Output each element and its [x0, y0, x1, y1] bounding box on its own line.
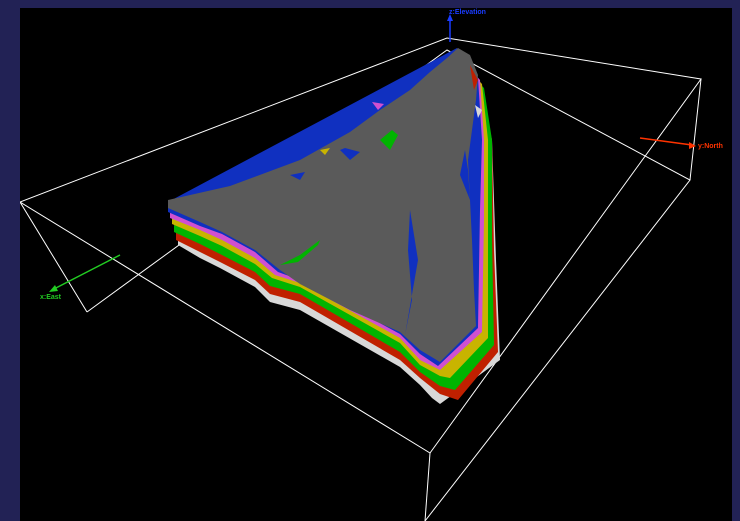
surface-crease-7 — [320, 148, 330, 155]
surface-crease-1 — [405, 210, 418, 335]
surface-crease-9 — [470, 65, 478, 90]
axis-z-arrowhead — [447, 14, 453, 21]
surface-crease-3 — [380, 130, 398, 150]
surface-crease-2 — [460, 150, 470, 200]
bounding-box-edge-left — [20, 201, 88, 313]
axis-z — [447, 14, 453, 42]
geological-model — [168, 48, 500, 404]
axis-z-label: z:Elevation — [449, 9, 486, 16]
axis-x — [49, 254, 121, 292]
axis-y-arrowhead — [689, 142, 696, 149]
axis-x-label: x:East — [40, 294, 62, 301]
surface-crease-8 — [280, 240, 320, 265]
axis-y-label: y:North — [698, 143, 723, 150]
bounding-box-edge-front — [424, 452, 431, 521]
surface-crease-4 — [372, 102, 384, 110]
surface-crease-6 — [290, 172, 305, 180]
bounding-box-edge-right — [689, 78, 702, 181]
axis-y — [639, 137, 696, 149]
surface-crease-10 — [475, 105, 482, 118]
axis-x-arrowhead — [49, 285, 58, 292]
3d-viewport[interactable]: z:Elevation y:North x:East — [20, 8, 732, 521]
surface-crease-5 — [340, 148, 360, 160]
terrain-surface — [168, 48, 478, 362]
